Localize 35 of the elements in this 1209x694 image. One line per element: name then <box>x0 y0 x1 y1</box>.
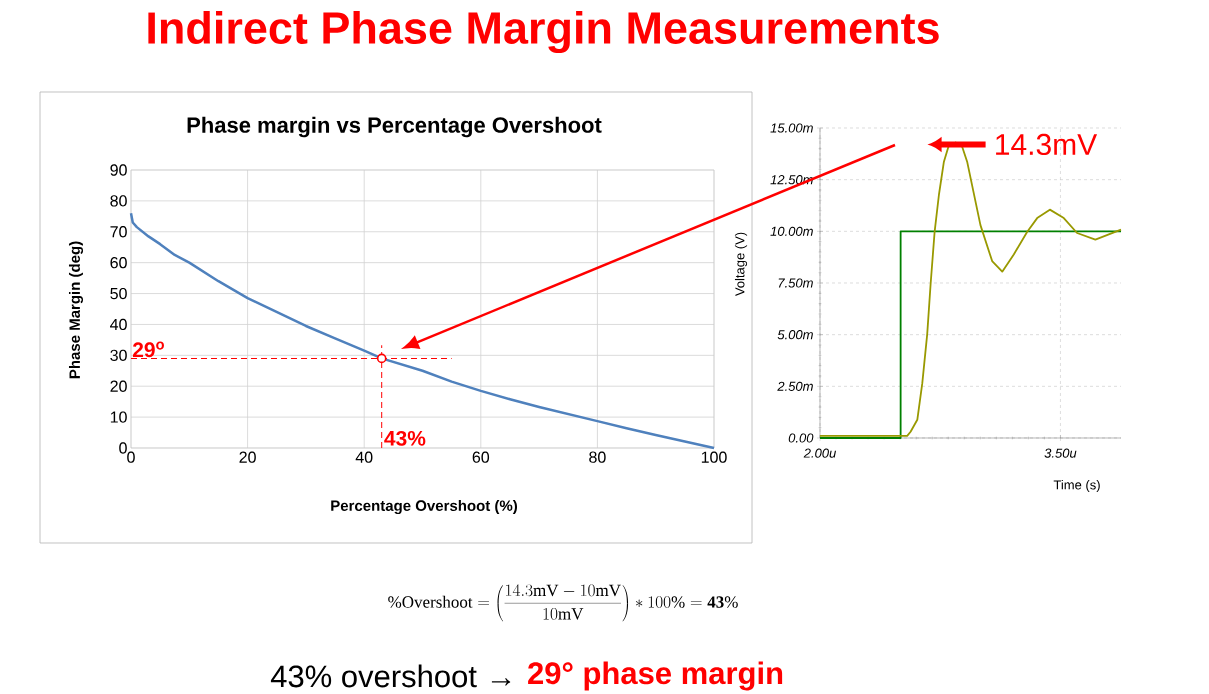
x-tick-label: 100 <box>701 451 727 463</box>
y-tick-label: 0.00 <box>788 433 814 443</box>
x-tick-label: 60 <box>472 451 490 463</box>
y-tick-label: 15.00m <box>770 123 813 133</box>
y-tick-label: 10 <box>110 411 127 423</box>
y-tick-label: 80 <box>110 195 127 207</box>
x-tick-label: 0 <box>127 451 135 463</box>
y-tick-label: 50 <box>110 287 127 300</box>
y-axis-title: Voltage (V) <box>734 232 748 297</box>
y-tick-label: 5.00m <box>777 330 813 340</box>
y-tick-label: 7.50m <box>778 278 813 288</box>
y-tick-label: 30 <box>110 349 127 361</box>
x-tick-label: 40 <box>355 451 373 463</box>
y-axis-title: Phase Margin (deg) <box>68 241 84 379</box>
y-tick-label: 20 <box>110 380 127 392</box>
text: $\%\mathrm{Overshoot} = \left(\frac{14.3\mathrm{mV} - 10\mathrm{mV}}{10\mathrm{mV}}\right) * 100\% = \mathbf{43\%}$ <box>388 584 738 622</box>
x-tick-label: 20 <box>239 451 256 463</box>
text: 43% overshoot → <box>270 664 511 688</box>
text: Indirect Phase Margin Measurements <box>148 10 939 54</box>
y-tick-label: 10.00m <box>770 226 813 236</box>
y-tick-label: 60 <box>110 257 127 269</box>
x-axis-title: Time (s) <box>1053 479 1100 493</box>
y-tick-label: 40 <box>110 318 127 331</box>
ref-line-label: 43% <box>384 430 426 446</box>
x-tick-label: 3.50u <box>1044 448 1077 458</box>
y-tick-label: 90 <box>110 164 127 176</box>
ref-line-label: 29$^{o}$ <box>132 341 164 358</box>
x-tick-label: 80 <box>589 451 606 463</box>
y-tick-label: 2.50m <box>777 381 813 391</box>
text: 29° phase margin <box>528 661 783 691</box>
y-tick-label: 70 <box>110 226 127 238</box>
x-axis-title: Percentage Overshoot (%) <box>331 499 518 515</box>
chart-title: Phase margin vs Percentage Overshoot <box>187 116 602 138</box>
x-tick-label: 2.00u <box>803 448 837 458</box>
annotation: 14.3mV <box>996 133 1098 156</box>
